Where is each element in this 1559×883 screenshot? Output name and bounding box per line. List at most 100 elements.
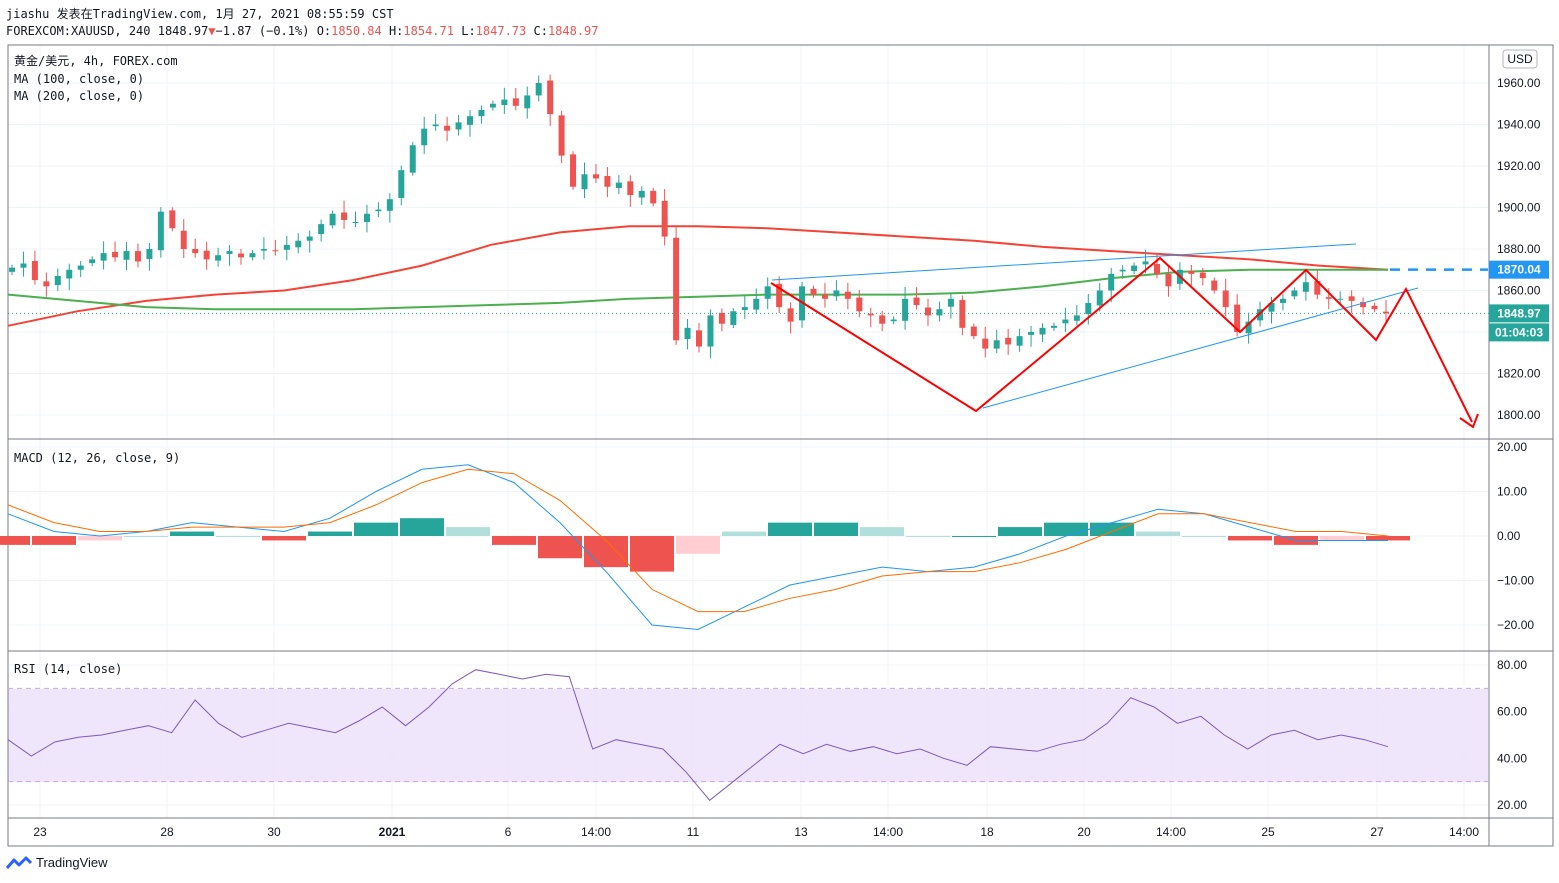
candle-down — [512, 98, 519, 106]
change-value: −1.87 (−0.1%) — [215, 24, 310, 38]
price-tick-label: 1960.00 — [1497, 76, 1541, 90]
signal-line — [7, 468, 1389, 613]
symbol-info: FOREXCOM:XAUUSD, 240 1848.97 — [6, 24, 209, 38]
candle-up — [1257, 309, 1264, 321]
time-tick-label: 6 — [505, 825, 512, 839]
candle-up — [1268, 302, 1275, 312]
candle-down — [821, 294, 828, 299]
candle-up — [730, 311, 737, 325]
candle-up — [936, 309, 943, 316]
candle-up — [489, 103, 496, 108]
candle-up — [581, 174, 588, 190]
candle-down — [272, 250, 279, 252]
macd-histogram-bar — [216, 536, 260, 537]
pane-frames — [7, 44, 1554, 847]
candle-up — [157, 211, 164, 251]
ma100-legend[interactable]: MA (100, close, 0) — [14, 71, 145, 86]
chart-legend: 黄金/美元, 4h, FOREX.com MA (100, close, 0) … — [14, 53, 178, 106]
candle-down — [856, 297, 863, 312]
candle-down — [867, 313, 874, 316]
candle-up — [947, 298, 954, 307]
candle-down — [627, 181, 634, 196]
candle-up — [215, 255, 222, 261]
time-tick-label: 14:00 — [581, 825, 611, 839]
time-tick-label: 14:00 — [873, 825, 903, 839]
annotations — [8, 243, 1489, 429]
candle-up — [295, 240, 302, 248]
candle-down — [673, 237, 680, 341]
candle-up — [352, 222, 359, 224]
candle-up — [260, 249, 267, 251]
candle-up — [741, 307, 748, 311]
open-label: O: — [316, 24, 332, 38]
time-tick-label: 27 — [1370, 825, 1384, 839]
time-tick-label: 14:00 — [1449, 825, 1479, 839]
ma200-path — [7, 225, 1389, 327]
candle-up — [1291, 290, 1298, 297]
macd-histogram-bar — [170, 531, 214, 536]
candle-down — [112, 251, 119, 258]
time-tick-label: 23 — [33, 825, 47, 839]
candle-up — [1085, 302, 1092, 315]
candle-up — [764, 286, 771, 299]
macd-histogram-bar — [538, 536, 582, 559]
candle-down — [1360, 302, 1367, 308]
price-tick-label: 1940.00 — [1497, 118, 1541, 132]
candle-up — [902, 298, 909, 321]
currency-label: USD — [1507, 52, 1533, 66]
rsi-band — [8, 689, 1488, 782]
price-tick-label: 1820.00 — [1497, 367, 1541, 381]
chart-title[interactable]: 黄金/美元, 4h, FOREX.com — [14, 54, 178, 68]
candle-up — [20, 263, 27, 268]
candle-up — [363, 213, 370, 223]
candle-up — [123, 251, 130, 260]
candle-down — [650, 190, 657, 204]
macd-histogram-bar — [952, 536, 996, 537]
macd-histogram-bar — [814, 522, 858, 536]
macd-legend[interactable]: MACD (12, 26, close, 9) — [14, 451, 181, 465]
countdown-tag: 01:04:03 — [1495, 325, 1543, 339]
candle-down — [787, 308, 794, 322]
candle-up — [375, 209, 382, 212]
macd-histogram-bar — [32, 536, 76, 545]
ma200-legend[interactable]: MA (200, close, 0) — [14, 89, 145, 103]
close-value: 1848.97 — [547, 24, 599, 38]
candle-up — [753, 298, 760, 310]
candle-up — [501, 99, 508, 105]
candle-up — [1142, 261, 1149, 265]
candle-up — [467, 116, 473, 125]
candle-up — [421, 128, 428, 146]
candle-down — [776, 283, 783, 308]
close-label: C: — [533, 24, 548, 38]
candle-up — [524, 95, 531, 109]
macd-histogram-bar — [998, 527, 1042, 536]
rsi-legend[interactable]: RSI (14, close) — [14, 662, 123, 676]
candle-down — [1199, 272, 1206, 279]
tradingview-logo[interactable]: TradingView — [6, 855, 108, 870]
ma200-line — [7, 225, 1389, 327]
macd-histogram-bar — [308, 531, 352, 536]
publish-info: jiashu 发表在TradingView.com, 1月 27, 2021 0… — [6, 7, 394, 21]
candle-down — [1325, 297, 1332, 299]
macd-pane — [0, 464, 1410, 631]
macd-histogram-bar — [124, 536, 168, 537]
macd-histogram-bar — [630, 536, 674, 572]
rsi-tick-label: 60.00 — [1497, 705, 1527, 719]
countdown-tag-bg — [1489, 323, 1549, 342]
candle-up — [100, 253, 107, 261]
candle-down — [558, 115, 565, 156]
macd-histogram-bar — [1366, 536, 1410, 541]
rsi-tick-label: 20.00 — [1497, 798, 1527, 812]
candle-down — [341, 212, 348, 220]
candle-up — [146, 249, 153, 259]
candle-down — [718, 312, 725, 324]
outer-frame — [7, 44, 1554, 847]
candle-down — [925, 307, 931, 316]
candle-down — [1314, 280, 1321, 295]
candle-up — [615, 182, 622, 188]
candle-down — [444, 125, 451, 131]
macd-histogram-bar — [906, 536, 950, 537]
candle-up — [318, 224, 325, 235]
price-tick-label: 1900.00 — [1497, 201, 1541, 215]
macd-histogram-bar — [676, 536, 720, 554]
